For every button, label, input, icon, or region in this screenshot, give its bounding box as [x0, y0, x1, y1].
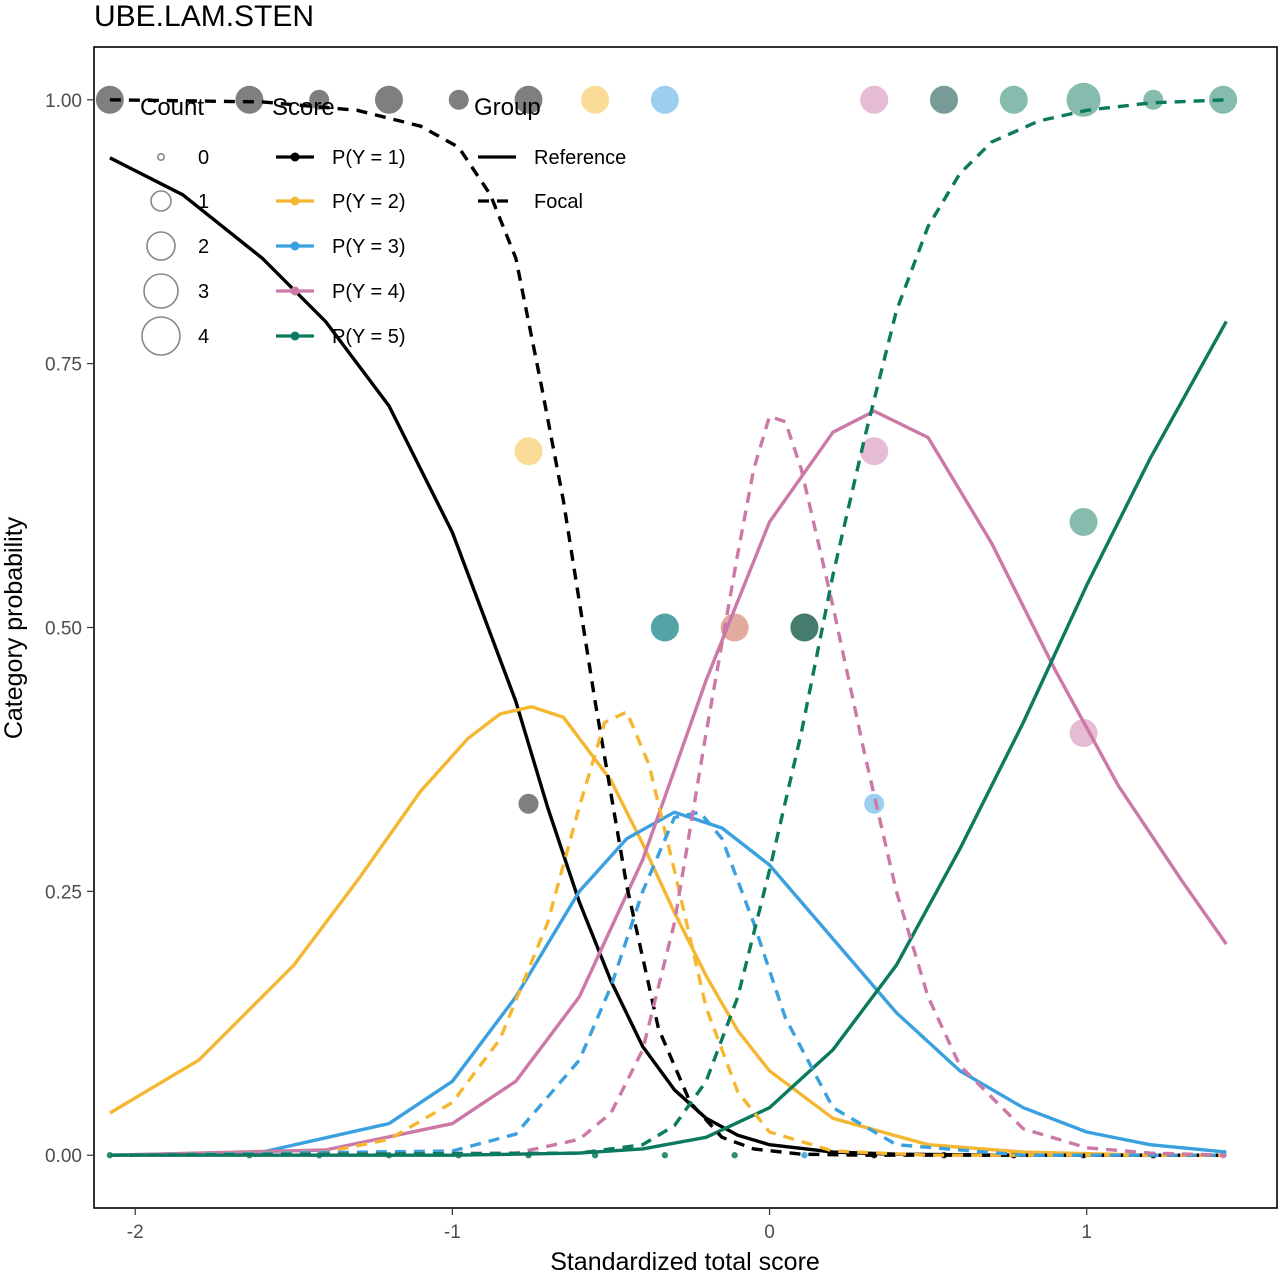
legend-count-label: 1 — [198, 191, 209, 213]
observed-point — [514, 437, 543, 466]
legend-count-title: Count — [140, 94, 204, 121]
legend-score-dot — [290, 152, 300, 162]
observed-point — [650, 85, 679, 114]
legend: Count 0 1 2 3 4 Score P(Y = 1) P(Y = 2) P(Y = 3) P… — [140, 94, 626, 356]
observed-point — [518, 793, 539, 814]
chart-title: UBE.LAM.STEN — [94, 0, 314, 33]
legend-score-label: P(Y = 1) — [332, 147, 406, 169]
legend-count-label: 0 — [198, 147, 209, 169]
x-tick-label: 0 — [764, 1222, 775, 1243]
observed-point — [731, 1152, 738, 1159]
x-tick-label: -2 — [127, 1222, 144, 1243]
legend-count-key — [150, 190, 172, 212]
legend-score-label: P(Y = 5) — [332, 326, 406, 348]
x-tick-label: -1 — [444, 1222, 461, 1243]
observed-point — [929, 85, 958, 114]
curve-focal-1 — [109, 98, 1227, 1157]
legend-group-title: Group — [474, 94, 541, 121]
legend-group-label: Focal — [534, 191, 583, 213]
legend-score-title: Score — [272, 94, 335, 121]
curve-reference-2 — [109, 705, 1227, 1157]
y-axis-title: Category probability — [0, 516, 28, 739]
legend-count-key — [146, 231, 176, 261]
y-tick-label: 0.25 — [45, 882, 82, 903]
legend-score-dot — [290, 196, 300, 206]
legend-count-label: 4 — [198, 326, 209, 348]
observed-point — [448, 89, 469, 110]
observed-point — [1069, 719, 1098, 748]
observed-point — [581, 85, 610, 114]
observed-point — [235, 85, 264, 114]
curve-reference-1 — [109, 156, 1227, 1157]
y-tick-label: 0.00 — [45, 1146, 82, 1167]
curve-reference-4 — [109, 409, 1228, 1157]
legend-score-dot — [290, 331, 300, 341]
y-tick-label: 0.75 — [45, 355, 82, 376]
curve-focal-5 — [109, 98, 1227, 1157]
x-axis-title: Standardized total score — [550, 1248, 820, 1272]
observed-point — [650, 613, 679, 642]
legend-count-label: 2 — [198, 236, 209, 258]
curve-focal-4 — [109, 414, 1227, 1157]
observed-point — [95, 85, 124, 114]
observed-point — [514, 85, 543, 114]
legend-score-label: P(Y = 3) — [332, 236, 406, 258]
observed-point — [999, 85, 1028, 114]
observed-point — [1143, 89, 1164, 110]
observed-point — [860, 437, 889, 466]
legend-count-label: 3 — [198, 281, 209, 303]
legend-count-key — [141, 316, 181, 356]
observed-point — [1066, 82, 1101, 117]
y-tick-label: 0.50 — [45, 619, 82, 640]
legend-score-label: P(Y = 4) — [332, 281, 406, 303]
observed-point — [720, 613, 749, 642]
observed-point — [860, 85, 889, 114]
y-tick-label: 1.00 — [45, 91, 82, 112]
curve-reference-3 — [109, 810, 1227, 1157]
legend-count-key — [143, 273, 179, 309]
legend-score-dot — [290, 241, 300, 251]
observed-point — [374, 85, 403, 114]
curve-reference-5 — [109, 320, 1228, 1157]
observed-point — [864, 793, 885, 814]
observed-point — [309, 89, 330, 110]
x-tick-label: 1 — [1081, 1222, 1092, 1243]
observed-point — [801, 1152, 808, 1159]
legend-score-label: P(Y = 2) — [332, 191, 406, 213]
curve-focal-3 — [109, 810, 1227, 1157]
observed-point — [1069, 507, 1098, 536]
legend-group-label: Reference — [534, 147, 626, 169]
panel-border — [93, 46, 1278, 1209]
observed-point — [790, 613, 819, 642]
plot-area: 0.00 0.25 0.50 0.75 1.00 -2 -1 0 1 — [45, 46, 1278, 1243]
legend-count-key — [157, 153, 166, 162]
curve-focal-2 — [109, 710, 1227, 1157]
legend-score-dot — [290, 286, 300, 296]
observed-point — [661, 1152, 669, 1159]
